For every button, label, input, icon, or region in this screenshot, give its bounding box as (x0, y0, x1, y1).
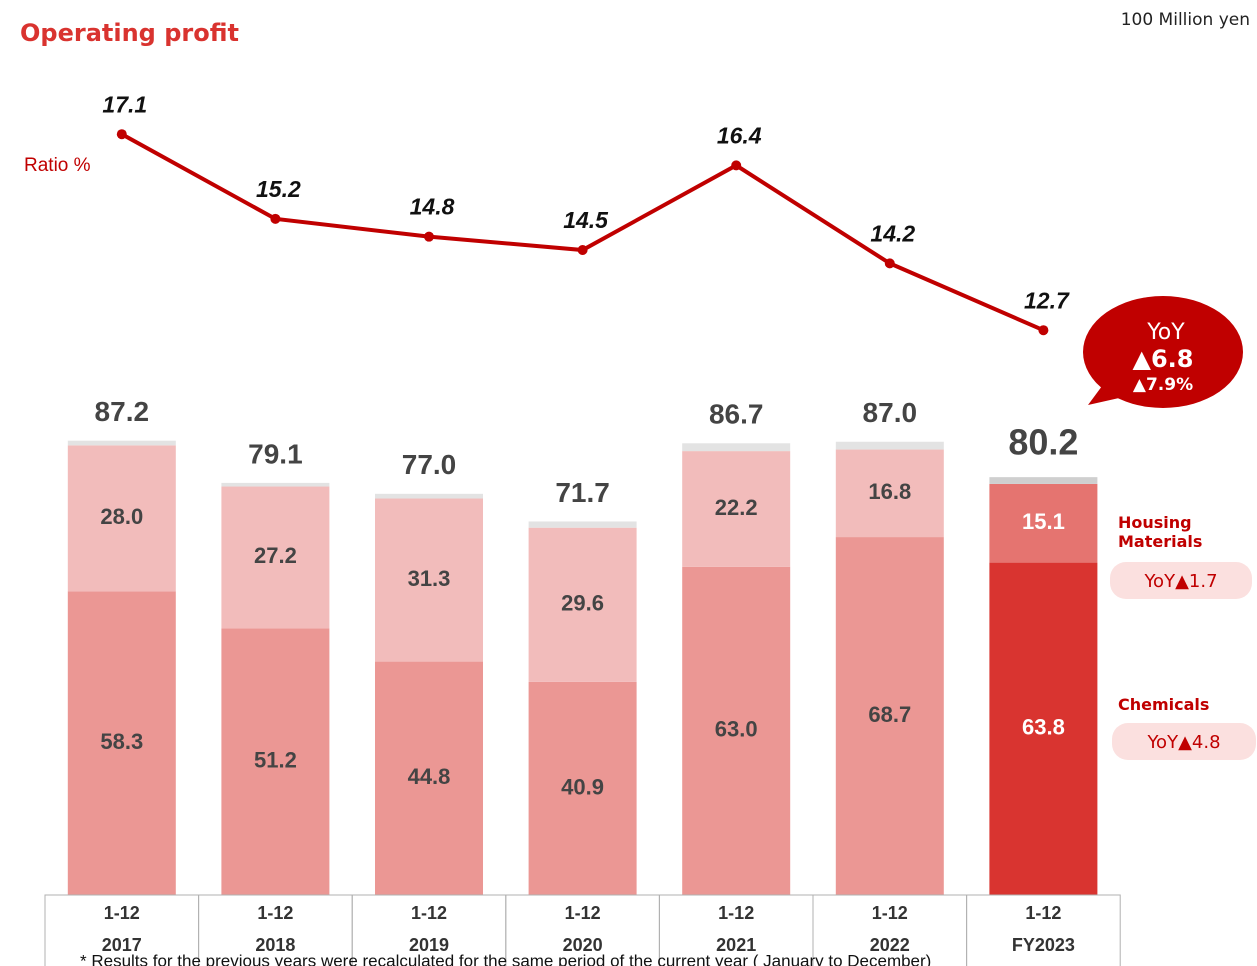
yoy-bubble: YoY ▲6.8 ▲7.9% (1083, 296, 1243, 408)
bar-segment (682, 451, 791, 567)
ratio-point (424, 231, 434, 242)
x-tick-label: 2021 (716, 935, 756, 955)
ratio-point (731, 160, 742, 171)
x-tick-label: 2018 (255, 935, 295, 955)
ratio-label: Ratio % (24, 155, 91, 176)
bar-segment (682, 566, 791, 895)
bar-segment (835, 537, 944, 895)
unit-label: 100 Million yen (1121, 10, 1250, 30)
segment-label: 40.9 (561, 774, 604, 799)
pill (1112, 723, 1256, 760)
bar-segment (67, 445, 176, 592)
chart-title: Operating profit (20, 19, 239, 47)
ratio-label: 16.4 (717, 122, 762, 148)
total-label: 80.2 (1008, 422, 1078, 463)
total-label: 79.1 (248, 438, 303, 469)
ratio-label: 14.8 (410, 194, 455, 220)
chemicals-yoy: YoY▲4.8 (1146, 732, 1220, 753)
x-tick-label: 2020 (563, 935, 603, 955)
bar-segment (528, 681, 637, 895)
segment-label: 16.8 (868, 479, 911, 504)
bar-segment (989, 483, 1098, 563)
segment-label: 63.8 (1022, 715, 1065, 740)
period-label: 1-12 (565, 903, 601, 923)
segment-label: 58.3 (100, 729, 143, 754)
period-label: 1-12 (104, 903, 140, 923)
ratio-point (116, 129, 127, 140)
segment-label: 44.8 (408, 764, 451, 789)
ratio-label: 12.7 (1024, 287, 1070, 313)
segment-label: 15.1 (1022, 509, 1065, 534)
x-tick-label: 2022 (870, 935, 910, 955)
segment-label: 22.2 (715, 495, 758, 520)
bar-segment (375, 498, 483, 662)
housing-label: Housing Materials (1118, 513, 1203, 551)
total-label: 77.0 (402, 449, 457, 480)
period-label: 1-12 (872, 903, 908, 923)
bar-segment (375, 493, 483, 499)
ratio-point (1038, 325, 1049, 336)
bar-segment (835, 441, 944, 450)
bar-segment (67, 591, 176, 895)
period-label: 1-12 (718, 903, 754, 923)
bubble-tail (1088, 382, 1128, 405)
ratio-label: 14.5 (563, 207, 609, 233)
footnote: * Results for the previous years were re… (80, 951, 931, 966)
ratio-point (884, 258, 895, 269)
bar-segment (375, 661, 483, 895)
bar-segment (67, 440, 176, 446)
segment-label: 29.6 (561, 591, 604, 616)
chemicals-label: Chemicals (1118, 695, 1210, 714)
ratio-label: 15.2 (256, 176, 301, 202)
bar-segment (989, 562, 1098, 895)
segment-label: 51.2 (254, 747, 297, 772)
table-cell (966, 894, 1121, 966)
bar-segment (682, 443, 791, 452)
pill (1110, 562, 1252, 599)
ratio-point (577, 245, 588, 256)
bubble (1083, 296, 1243, 408)
bar-segment (835, 449, 944, 538)
bar-segment (528, 527, 637, 682)
segment-label: 63.0 (715, 717, 758, 742)
bubble-value: ▲6.8 (1133, 345, 1194, 373)
bar-segment (221, 486, 330, 629)
x-tick-label: 2019 (409, 935, 449, 955)
period-label: 1-12 (257, 903, 293, 923)
total-label: 71.7 (555, 477, 610, 508)
x-tick-label: FY2023 (1012, 935, 1075, 955)
bubble-percent: ▲7.9% (1133, 375, 1193, 395)
x-tick-label: 2017 (102, 935, 142, 955)
ratio-point (270, 213, 281, 224)
total-label: 87.0 (863, 397, 918, 428)
total-label: 86.7 (709, 399, 764, 430)
ratio-label: 14.2 (870, 220, 915, 246)
total-label: 87.2 (95, 396, 150, 427)
ratio-label: 17.1 (102, 91, 147, 117)
segment-label: 68.7 (868, 702, 911, 727)
bar-segment (221, 628, 330, 895)
segment-label: 27.2 (254, 543, 297, 568)
bar-segment (221, 482, 330, 487)
bar-segment (528, 521, 637, 528)
housing-yoy: YoY▲1.7 (1143, 571, 1217, 592)
segment-label: 31.3 (408, 566, 451, 591)
period-label: 1-12 (411, 903, 447, 923)
segment-label: 28.0 (100, 504, 143, 529)
bar-segment (989, 477, 1098, 484)
bubble-title: YoY (1146, 320, 1185, 345)
period-label: 1-12 (1025, 903, 1061, 923)
